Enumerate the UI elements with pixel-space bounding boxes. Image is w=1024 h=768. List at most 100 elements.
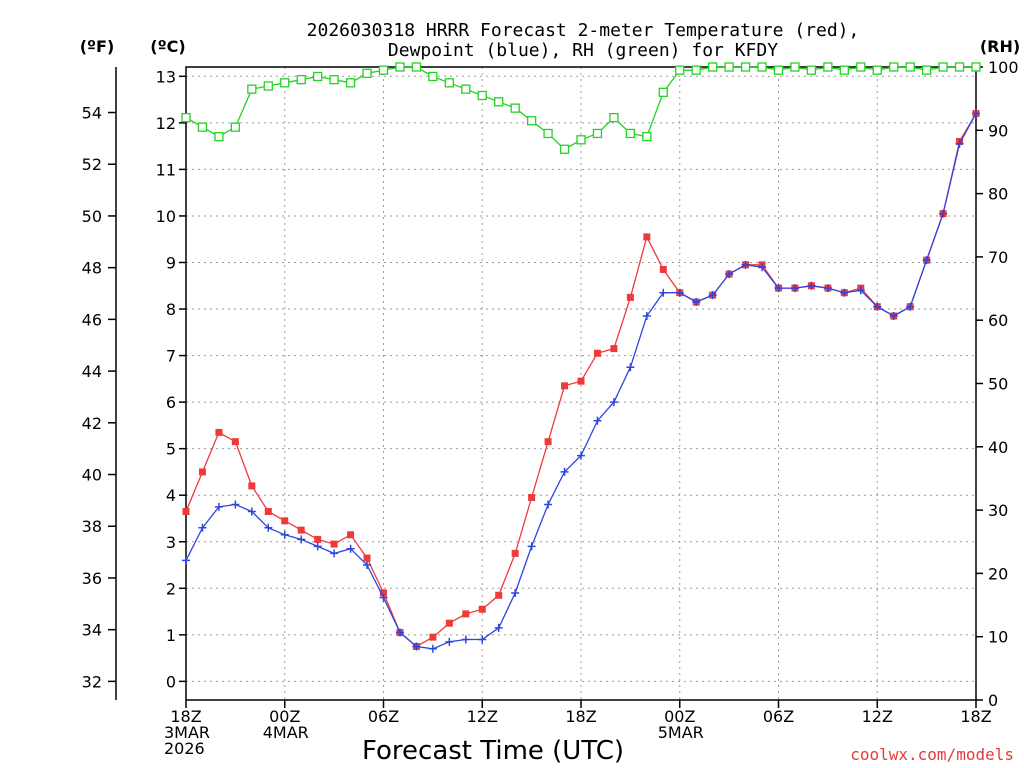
- x-tick-label: 18Z: [565, 707, 596, 726]
- rh-point: [691, 65, 701, 75]
- temperature-point: [544, 438, 552, 446]
- watermark: coolwx.com/models: [850, 745, 1014, 764]
- rh-tick-label: 70: [988, 248, 1008, 267]
- temperature-point: [215, 428, 223, 436]
- temperature-point: [380, 589, 387, 597]
- dewpoint-point: [494, 623, 503, 632]
- x-tick-label: 00Z: [269, 707, 300, 726]
- chart-title: 2026030318 HRRR Forecast 2-meter Tempera…: [307, 20, 860, 41]
- x-tick-label: 12Z: [467, 707, 498, 726]
- fahrenheit-tick-label: 50: [82, 207, 102, 226]
- rh-point: [181, 112, 191, 123]
- dewpoint-point: [708, 291, 717, 300]
- dewpoint-point: [659, 288, 668, 297]
- dewpoint-point: [511, 588, 520, 597]
- dewpoint-point: [922, 256, 931, 265]
- rh-point: [576, 135, 586, 145]
- fahrenheit-tick-label: 46: [82, 310, 102, 329]
- rh-point: [889, 62, 899, 72]
- rh-point: [526, 116, 537, 126]
- rh-tick-label: 100: [988, 58, 1019, 77]
- x-tick-label: 12Z: [862, 707, 893, 726]
- celsius-tick-label: 10: [156, 207, 176, 226]
- dewpoint-point: [330, 549, 339, 558]
- dewpoint-point: [412, 642, 421, 651]
- celsius-tick-label: 7: [166, 347, 176, 366]
- dewpoint-point: [247, 507, 256, 516]
- dewpoint-point: [626, 363, 635, 372]
- dewpoint-point: [972, 109, 980, 118]
- dewpoint-point: [906, 302, 915, 311]
- temperature-point: [248, 482, 256, 490]
- celsius-tick-label: 13: [156, 67, 176, 86]
- rh-point: [708, 62, 718, 72]
- dewpoint-point: [675, 288, 684, 297]
- rh-point: [444, 78, 454, 88]
- dewpoint-point: [214, 502, 223, 511]
- temperature-point: [643, 233, 651, 241]
- x-tick-label: 2026: [164, 739, 205, 758]
- celsius-tick-label: 4: [166, 486, 176, 505]
- series-layer: [181, 62, 981, 653]
- temperature-point: [659, 265, 667, 273]
- temperature-point: [528, 494, 536, 502]
- dewpoint-point: [642, 312, 651, 321]
- dewpoint-point: [280, 530, 289, 539]
- temperature-point: [281, 517, 289, 525]
- rh-point: [214, 131, 224, 142]
- dewpoint-point: [725, 270, 734, 279]
- rh-tick-label: 80: [988, 185, 1008, 204]
- fahrenheit-tick-label: 38: [82, 517, 102, 536]
- rh-point: [329, 75, 339, 85]
- fahrenheit-unit-label: (ºF): [80, 37, 115, 56]
- rh-point: [790, 62, 800, 72]
- x-tick-label: 00Z: [664, 707, 695, 726]
- temperature-point: [626, 293, 634, 301]
- dewpoint-point: [758, 263, 767, 272]
- rh-point: [296, 75, 306, 85]
- dewpoint-point: [790, 284, 799, 293]
- dewpoint-point: [873, 302, 882, 311]
- rh-point: [197, 122, 208, 132]
- fahrenheit-tick-label: 34: [82, 621, 102, 640]
- dewpoint-point: [527, 542, 536, 551]
- celsius-tick-label: 5: [166, 440, 176, 459]
- x-tick-label: 18Z: [960, 707, 991, 726]
- rh-point: [395, 62, 405, 72]
- temperature-point: [363, 554, 371, 562]
- x-tick-label: 18Z: [170, 707, 201, 726]
- rh-point: [856, 62, 866, 72]
- rh-tick-label: 50: [988, 375, 1008, 394]
- rh-point: [625, 128, 636, 139]
- dewpoint-point: [807, 281, 816, 290]
- dewpoint-point: [313, 542, 322, 551]
- celsius-tick-label: 11: [156, 160, 176, 179]
- temperature-point: [610, 345, 618, 353]
- temperature-point: [462, 610, 470, 618]
- rh-point: [345, 78, 356, 88]
- temperature-point: [198, 468, 206, 476]
- rh-point: [263, 81, 273, 91]
- dewpoint-point: [445, 637, 454, 646]
- rh-point: [543, 128, 553, 139]
- rh-point: [905, 62, 915, 72]
- dewpoint-point: [379, 593, 388, 602]
- rh-point: [280, 78, 290, 88]
- temperature-point: [231, 438, 239, 446]
- dewpoint-point: [939, 209, 948, 218]
- x-tick-label: 06Z: [368, 707, 399, 726]
- dewpoint-point: [609, 398, 618, 407]
- rh-point: [428, 71, 438, 82]
- rh-point: [921, 65, 932, 75]
- fahrenheit-tick-label: 54: [82, 104, 102, 123]
- fahrenheit-tick-label: 40: [82, 466, 102, 485]
- rh-point: [971, 62, 981, 72]
- rh-point: [757, 62, 767, 72]
- rh-point: [740, 62, 751, 72]
- celsius-tick-label: 0: [166, 672, 176, 691]
- dewpoint-point: [889, 312, 898, 321]
- rh-tick-label: 60: [988, 311, 1008, 330]
- temperature-point: [445, 619, 453, 627]
- rh-tick-label: 40: [988, 438, 1008, 457]
